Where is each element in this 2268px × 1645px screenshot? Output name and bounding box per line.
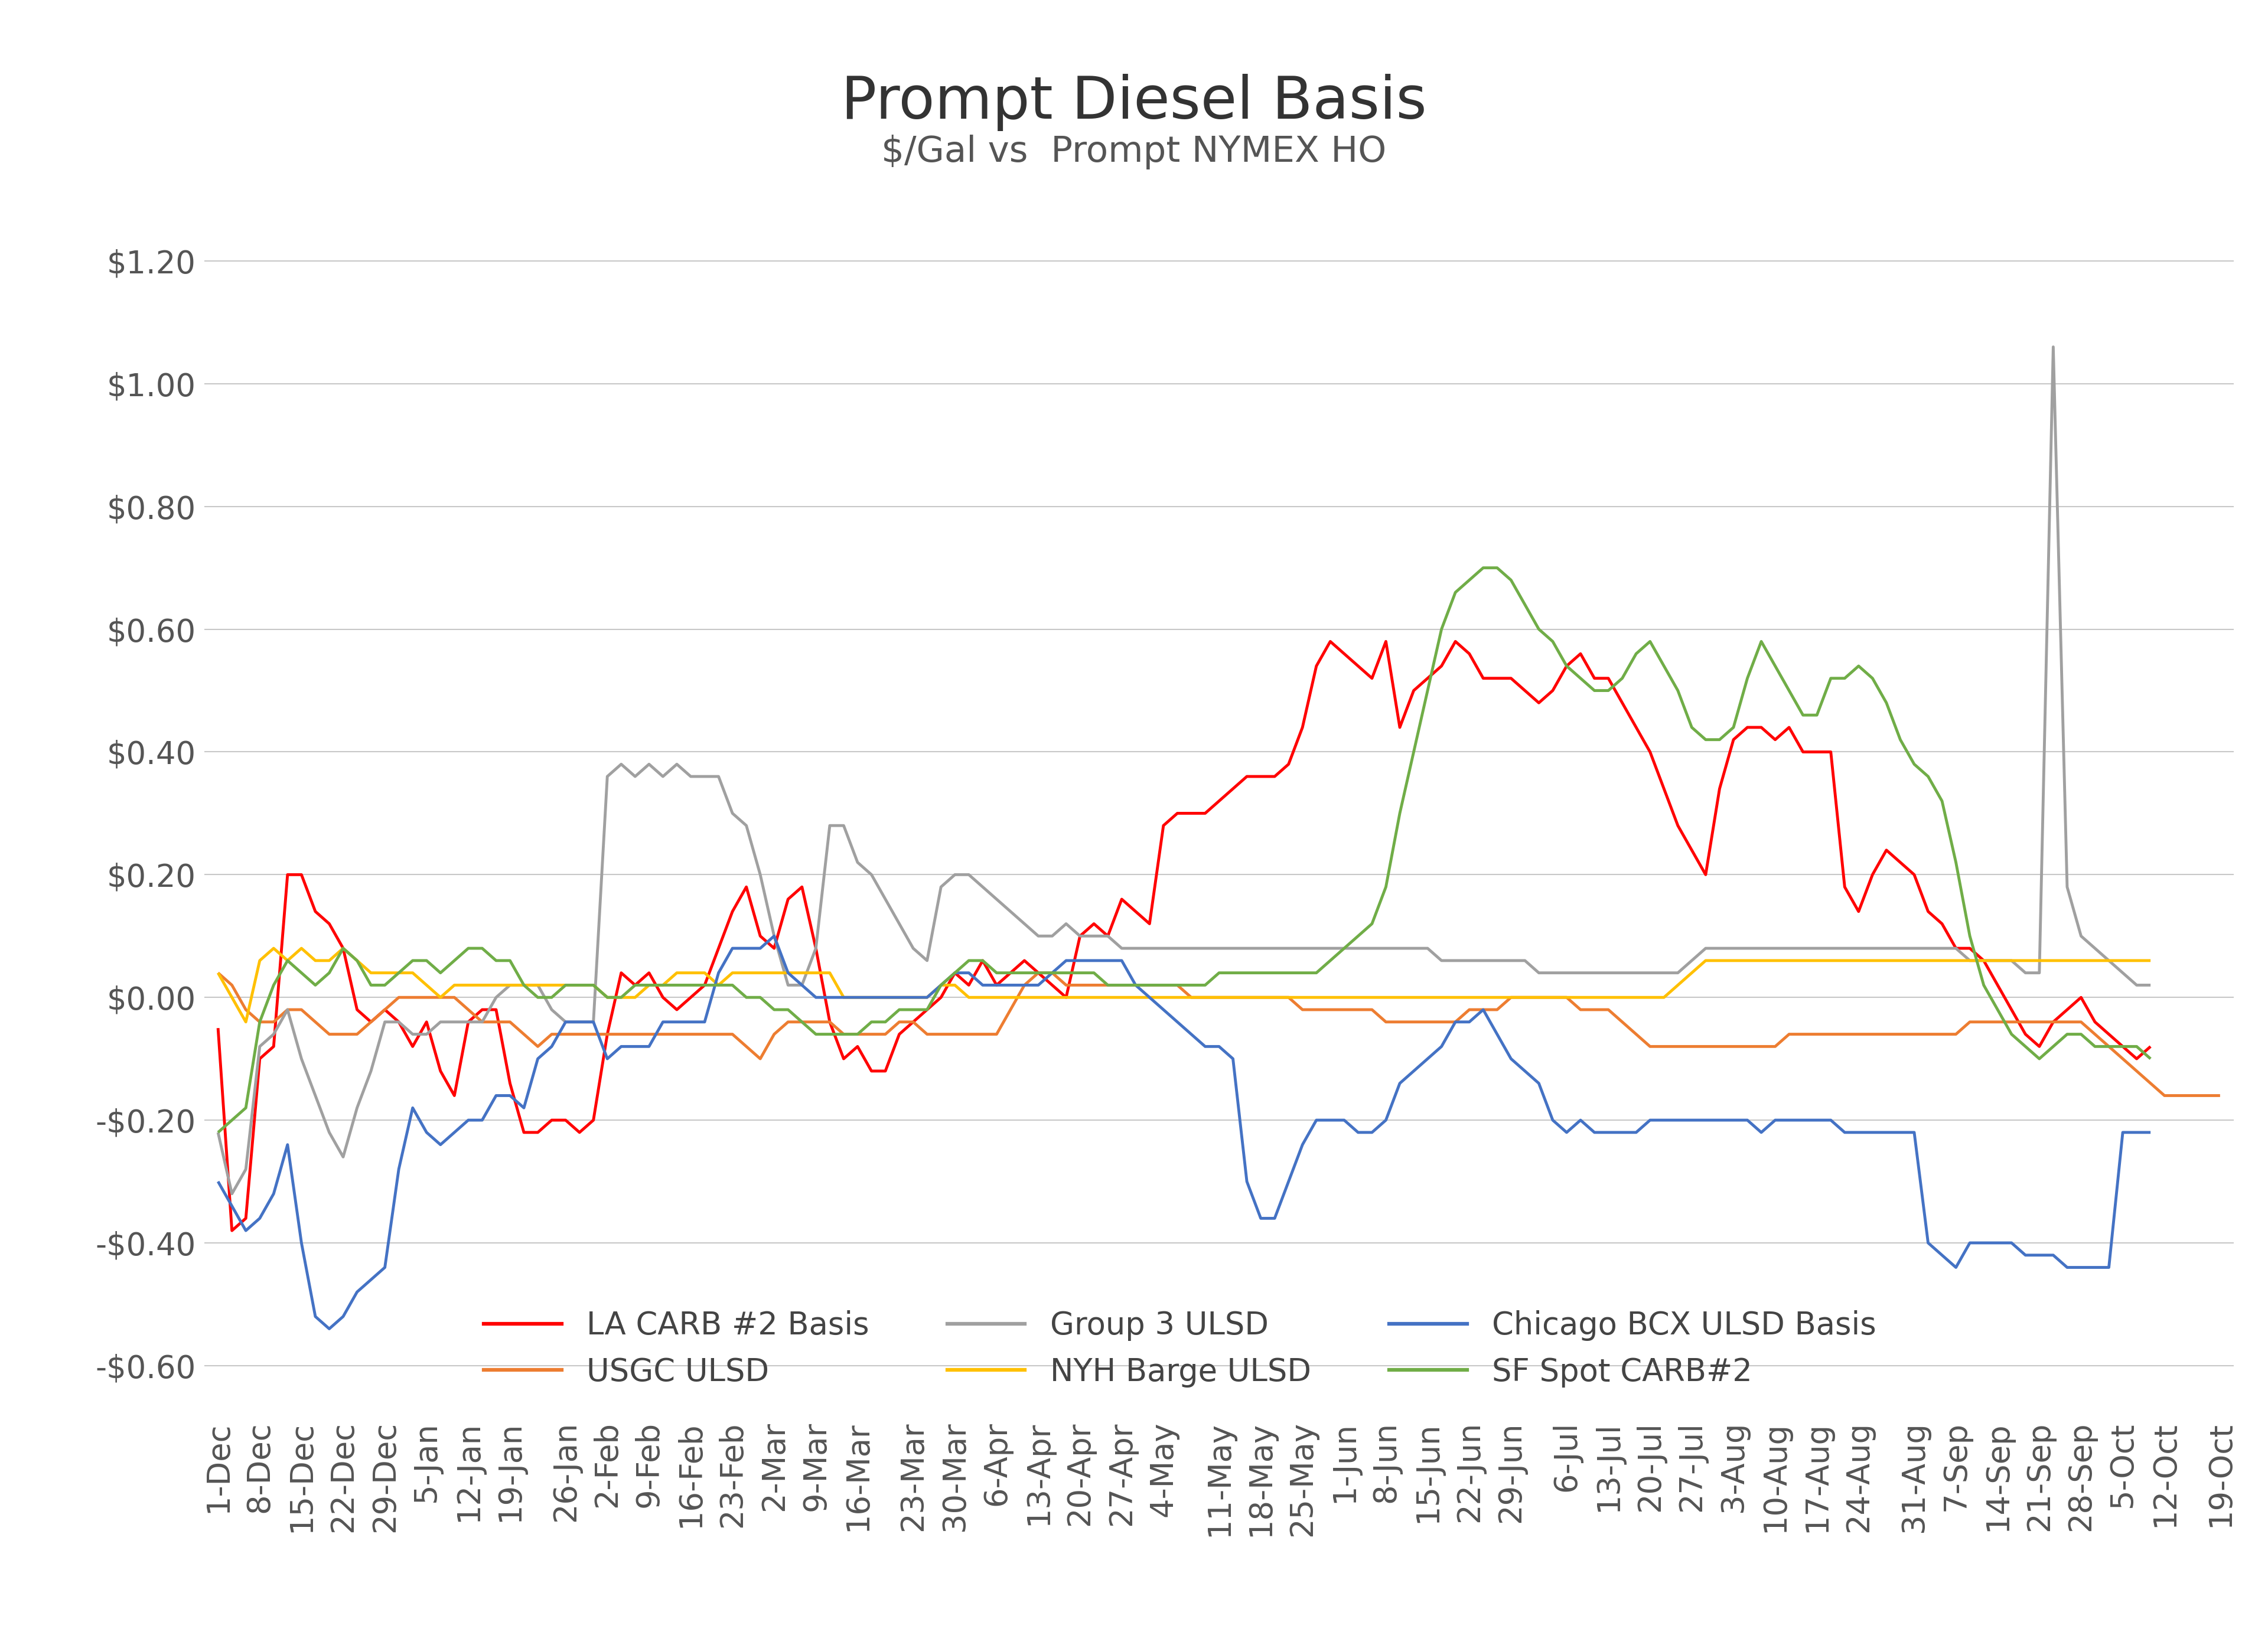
SF Spot CARB#2 (274, 951, 302, 971)
USGC ULSD (204, 962, 231, 982)
USGC ULSD (1359, 1000, 1386, 1020)
Chicago BCX ULSD Basis (315, 1319, 342, 1339)
USGC ULSD (302, 1012, 329, 1031)
Text: Prompt Diesel Basis: Prompt Diesel Basis (841, 74, 1427, 132)
LA CARB #2 Basis (204, 1018, 231, 1038)
SF Spot CARB#2 (1163, 975, 1191, 995)
NYH Barge ULSD (204, 962, 231, 982)
USGC ULSD (2068, 1012, 2096, 1031)
LA CARB #2 Basis (288, 865, 315, 885)
Chicago BCX ULSD Basis (567, 1012, 594, 1031)
SF Spot CARB#2 (2123, 1036, 2150, 1056)
LA CARB #2 Basis (2136, 1036, 2164, 1056)
Chicago BCX ULSD Basis (413, 1122, 440, 1142)
Chicago BCX ULSD Basis (2136, 1122, 2164, 1142)
Group 3 ULSD (1177, 938, 1204, 957)
Line: Chicago BCX ULSD Basis: Chicago BCX ULSD Basis (218, 936, 2150, 1329)
Group 3 ULSD (329, 1147, 356, 1166)
NYH Barge ULSD (1191, 987, 1218, 1007)
LA CARB #2 Basis (218, 1221, 245, 1240)
NYH Barge ULSD (302, 951, 329, 971)
SF Spot CARB#2 (315, 962, 342, 982)
LA CARB #2 Basis (1177, 803, 1204, 822)
Chicago BCX ULSD Basis (204, 1171, 231, 1191)
USGC ULSD (1719, 1036, 1746, 1056)
NYH Barge ULSD (342, 951, 370, 971)
Group 3 ULSD (2136, 975, 2164, 995)
Group 3 ULSD (218, 1184, 245, 1204)
NYH Barge ULSD (261, 938, 288, 957)
NYH Barge ULSD (581, 975, 608, 995)
Line: NYH Barge ULSD: NYH Barge ULSD (218, 948, 2150, 1022)
Group 3 ULSD (1025, 926, 1052, 946)
Group 3 ULSD (2039, 337, 2066, 357)
Chicago BCX ULSD Basis (1039, 962, 1066, 982)
USGC ULSD (1776, 1025, 1803, 1045)
Text: $/Gal vs  Prompt NYMEX HO: $/Gal vs Prompt NYMEX HO (882, 135, 1386, 169)
NYH Barge ULSD (426, 987, 454, 1007)
LA CARB #2 Basis (329, 938, 356, 957)
Chicago BCX ULSD Basis (274, 1135, 302, 1155)
SF Spot CARB#2 (399, 951, 426, 971)
Line: USGC ULSD: USGC ULSD (218, 972, 2220, 1096)
Line: Group 3 ULSD: Group 3 ULSD (218, 347, 2150, 1194)
NYH Barge ULSD (1039, 987, 1066, 1007)
NYH Barge ULSD (2136, 951, 2164, 971)
Group 3 ULSD (413, 1025, 440, 1045)
Line: LA CARB #2 Basis: LA CARB #2 Basis (218, 642, 2150, 1230)
LA CARB #2 Basis (1318, 632, 1345, 651)
NYH Barge ULSD (231, 1012, 259, 1031)
Chicago BCX ULSD Basis (1191, 1036, 1218, 1056)
USGC ULSD (2207, 1086, 2234, 1105)
Line: SF Spot CARB#2: SF Spot CARB#2 (218, 568, 2150, 1132)
Group 3 ULSD (288, 1050, 315, 1069)
SF Spot CARB#2 (1470, 558, 1497, 577)
LA CARB #2 Basis (413, 1012, 440, 1031)
Legend: LA CARB #2 Basis, USGC ULSD, Group 3 ULSD, NYH Barge ULSD, Chicago BCX ULSD Basi: LA CARB #2 Basis, USGC ULSD, Group 3 ULS… (483, 1311, 1876, 1387)
Chicago BCX ULSD Basis (329, 1306, 356, 1326)
USGC ULSD (218, 975, 245, 995)
Group 3 ULSD (204, 1122, 231, 1142)
SF Spot CARB#2 (204, 1122, 231, 1142)
Chicago BCX ULSD Basis (760, 926, 787, 946)
SF Spot CARB#2 (551, 975, 578, 995)
USGC ULSD (2150, 1086, 2177, 1105)
Group 3 ULSD (567, 1012, 594, 1031)
LA CARB #2 Basis (1025, 962, 1052, 982)
SF Spot CARB#2 (2136, 1050, 2164, 1069)
LA CARB #2 Basis (567, 1122, 594, 1142)
